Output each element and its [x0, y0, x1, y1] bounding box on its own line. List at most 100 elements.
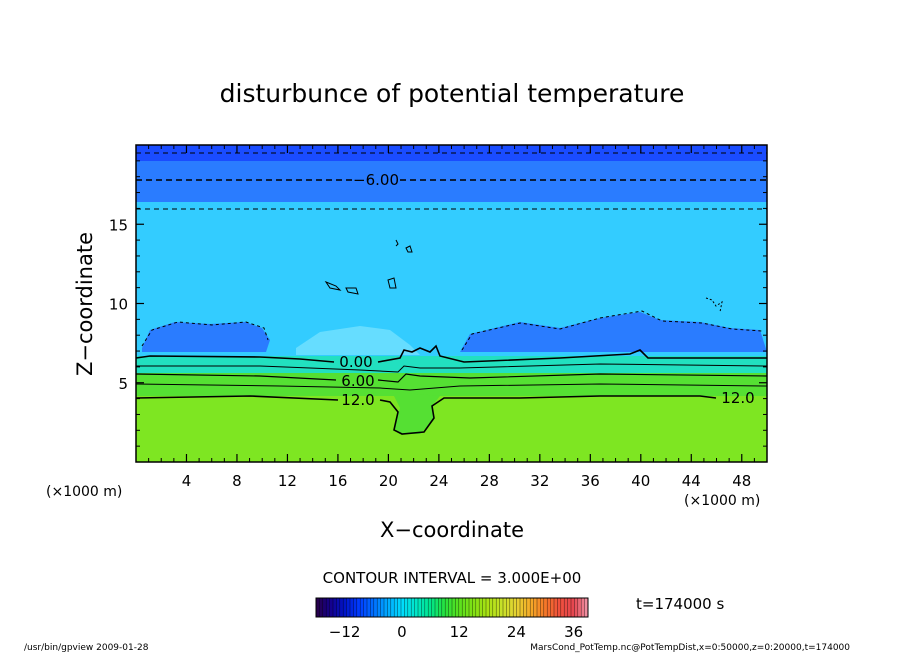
color-field — [136, 145, 767, 462]
colorbar-cell — [520, 598, 524, 617]
x-axis-title: X−coordinate — [380, 518, 524, 542]
colorbar-cell — [458, 598, 463, 617]
colorbar-cell — [571, 598, 575, 617]
colorbar-cell — [414, 598, 419, 617]
contour-solid-6-left — [136, 373, 337, 381]
colorbar-cell — [377, 598, 381, 617]
contour-label-12-right: 12.0 — [721, 389, 754, 407]
small-contour-6 — [705, 297, 723, 313]
colorbar-cell — [462, 598, 466, 617]
colorbar-cell — [390, 598, 395, 617]
small-contour-2 — [345, 287, 359, 295]
y-tick-label: 5 — [118, 375, 128, 393]
colorbar-cell — [479, 598, 483, 617]
colorbar-tick-label: 12 — [450, 623, 469, 641]
x-tick-label: 48 — [732, 472, 751, 490]
colorbar-cell — [448, 598, 453, 617]
colorbar-cell — [489, 598, 494, 617]
x-tick-label: 12 — [278, 472, 297, 490]
contour-solid-9 — [136, 383, 767, 391]
x-unit-right: (×1000 m) — [684, 493, 760, 509]
colorbar-cell — [326, 598, 330, 617]
colorbar-cell — [469, 598, 473, 617]
colorbar-cell — [431, 598, 436, 617]
colorbar-cell — [438, 598, 443, 617]
colorbar-cell — [465, 598, 470, 617]
colorbar-cell — [475, 598, 480, 617]
colorbar-cell — [441, 598, 446, 617]
colorbar-cell — [367, 598, 371, 617]
contour-label-0: 0.00 — [339, 353, 372, 371]
colorbar-tick-label: 36 — [564, 623, 583, 641]
x-tick-label: 16 — [328, 472, 347, 490]
colorbar-cell — [513, 598, 517, 617]
colorbar-cell — [499, 598, 504, 617]
colorbar-cell — [407, 598, 412, 617]
colorbar-cell — [574, 598, 579, 617]
colorbar-cell — [424, 598, 429, 617]
colorbar-tick-label: 24 — [507, 623, 526, 641]
colorbar-tick-label: 0 — [397, 623, 407, 641]
colorbar-cell — [486, 598, 490, 617]
colorbar — [315, 598, 589, 617]
colorbar-cell — [373, 598, 378, 617]
colorbar-frame — [315, 597, 589, 618]
colorbar-cell — [322, 598, 327, 617]
contour-label-minus6: −6.00 — [353, 171, 399, 189]
colorbar-cell — [411, 598, 415, 617]
y-axis: 5 10 15 — [109, 160, 767, 447]
colorbar-cell — [418, 598, 422, 617]
contour-solid-0-left — [136, 355, 335, 363]
colorbar-cell — [339, 598, 344, 617]
colorbar-cell — [363, 598, 368, 617]
contour-dashed-blob-left — [141, 321, 269, 347]
contour-interval: CONTOUR INTERVAL = 3.000E+00 — [323, 569, 582, 587]
x-tick-label: 8 — [232, 472, 242, 490]
colorbar-cell — [394, 598, 398, 617]
contour-label-12-left: 12.0 — [341, 391, 374, 409]
y-tick-label: 15 — [109, 216, 128, 234]
x-tick-label: 20 — [379, 472, 398, 490]
footer-left: /usr/bin/gpview 2009-01-28 — [24, 643, 149, 653]
colorbar-cell — [516, 598, 521, 617]
contour-lines — [136, 152, 767, 435]
colorbar-cell — [492, 598, 497, 617]
colorbar-cell — [564, 598, 568, 617]
colorbar-cell — [537, 598, 541, 617]
x-tick-label: 28 — [480, 472, 499, 490]
colorbar-cell — [584, 598, 589, 617]
small-contour-1 — [324, 280, 342, 291]
colorbar-cell — [445, 598, 449, 617]
x-tick-label: 36 — [581, 472, 600, 490]
cold-blob-left — [142, 322, 270, 352]
colorbar-cell — [421, 598, 426, 617]
colorbar-cell — [523, 598, 528, 617]
colorbar-cell — [350, 598, 354, 617]
colorbar-cell — [472, 598, 477, 617]
y-axis-title: Z−coordinate — [73, 232, 97, 376]
time-label: t=174000 s — [636, 595, 724, 613]
colorbar-cell — [404, 598, 409, 617]
warm-plume — [296, 326, 420, 355]
x-tick-label: 44 — [682, 472, 701, 490]
x-axis: 4 8 12 16 20 24 28 32 36 40 44 48 — [148, 145, 755, 490]
colorbar-cell — [397, 598, 402, 617]
colorbar-cell — [581, 598, 585, 617]
x-tick-label: 40 — [631, 472, 650, 490]
colorbar-cell — [452, 598, 456, 617]
contour-dashed-blob-right — [461, 310, 763, 351]
colorbar-cell — [336, 598, 341, 617]
colorbar-cell — [353, 598, 358, 617]
colorbar-cell — [435, 598, 439, 617]
colorbar-cell — [540, 598, 545, 617]
colorbar-cell — [387, 598, 392, 617]
small-contour-4 — [405, 245, 413, 253]
contour-solid-12-left — [136, 395, 339, 401]
colorbar-cell — [560, 598, 565, 617]
colorbar-cell — [550, 598, 555, 617]
footer-right: MarsCond_PotTemp.nc@PotTempDist,x=0:5000… — [530, 643, 850, 653]
colorbar-tick-label: −12 — [329, 623, 361, 641]
colorbar-cell — [554, 598, 558, 617]
colorbar-cell — [329, 598, 334, 617]
